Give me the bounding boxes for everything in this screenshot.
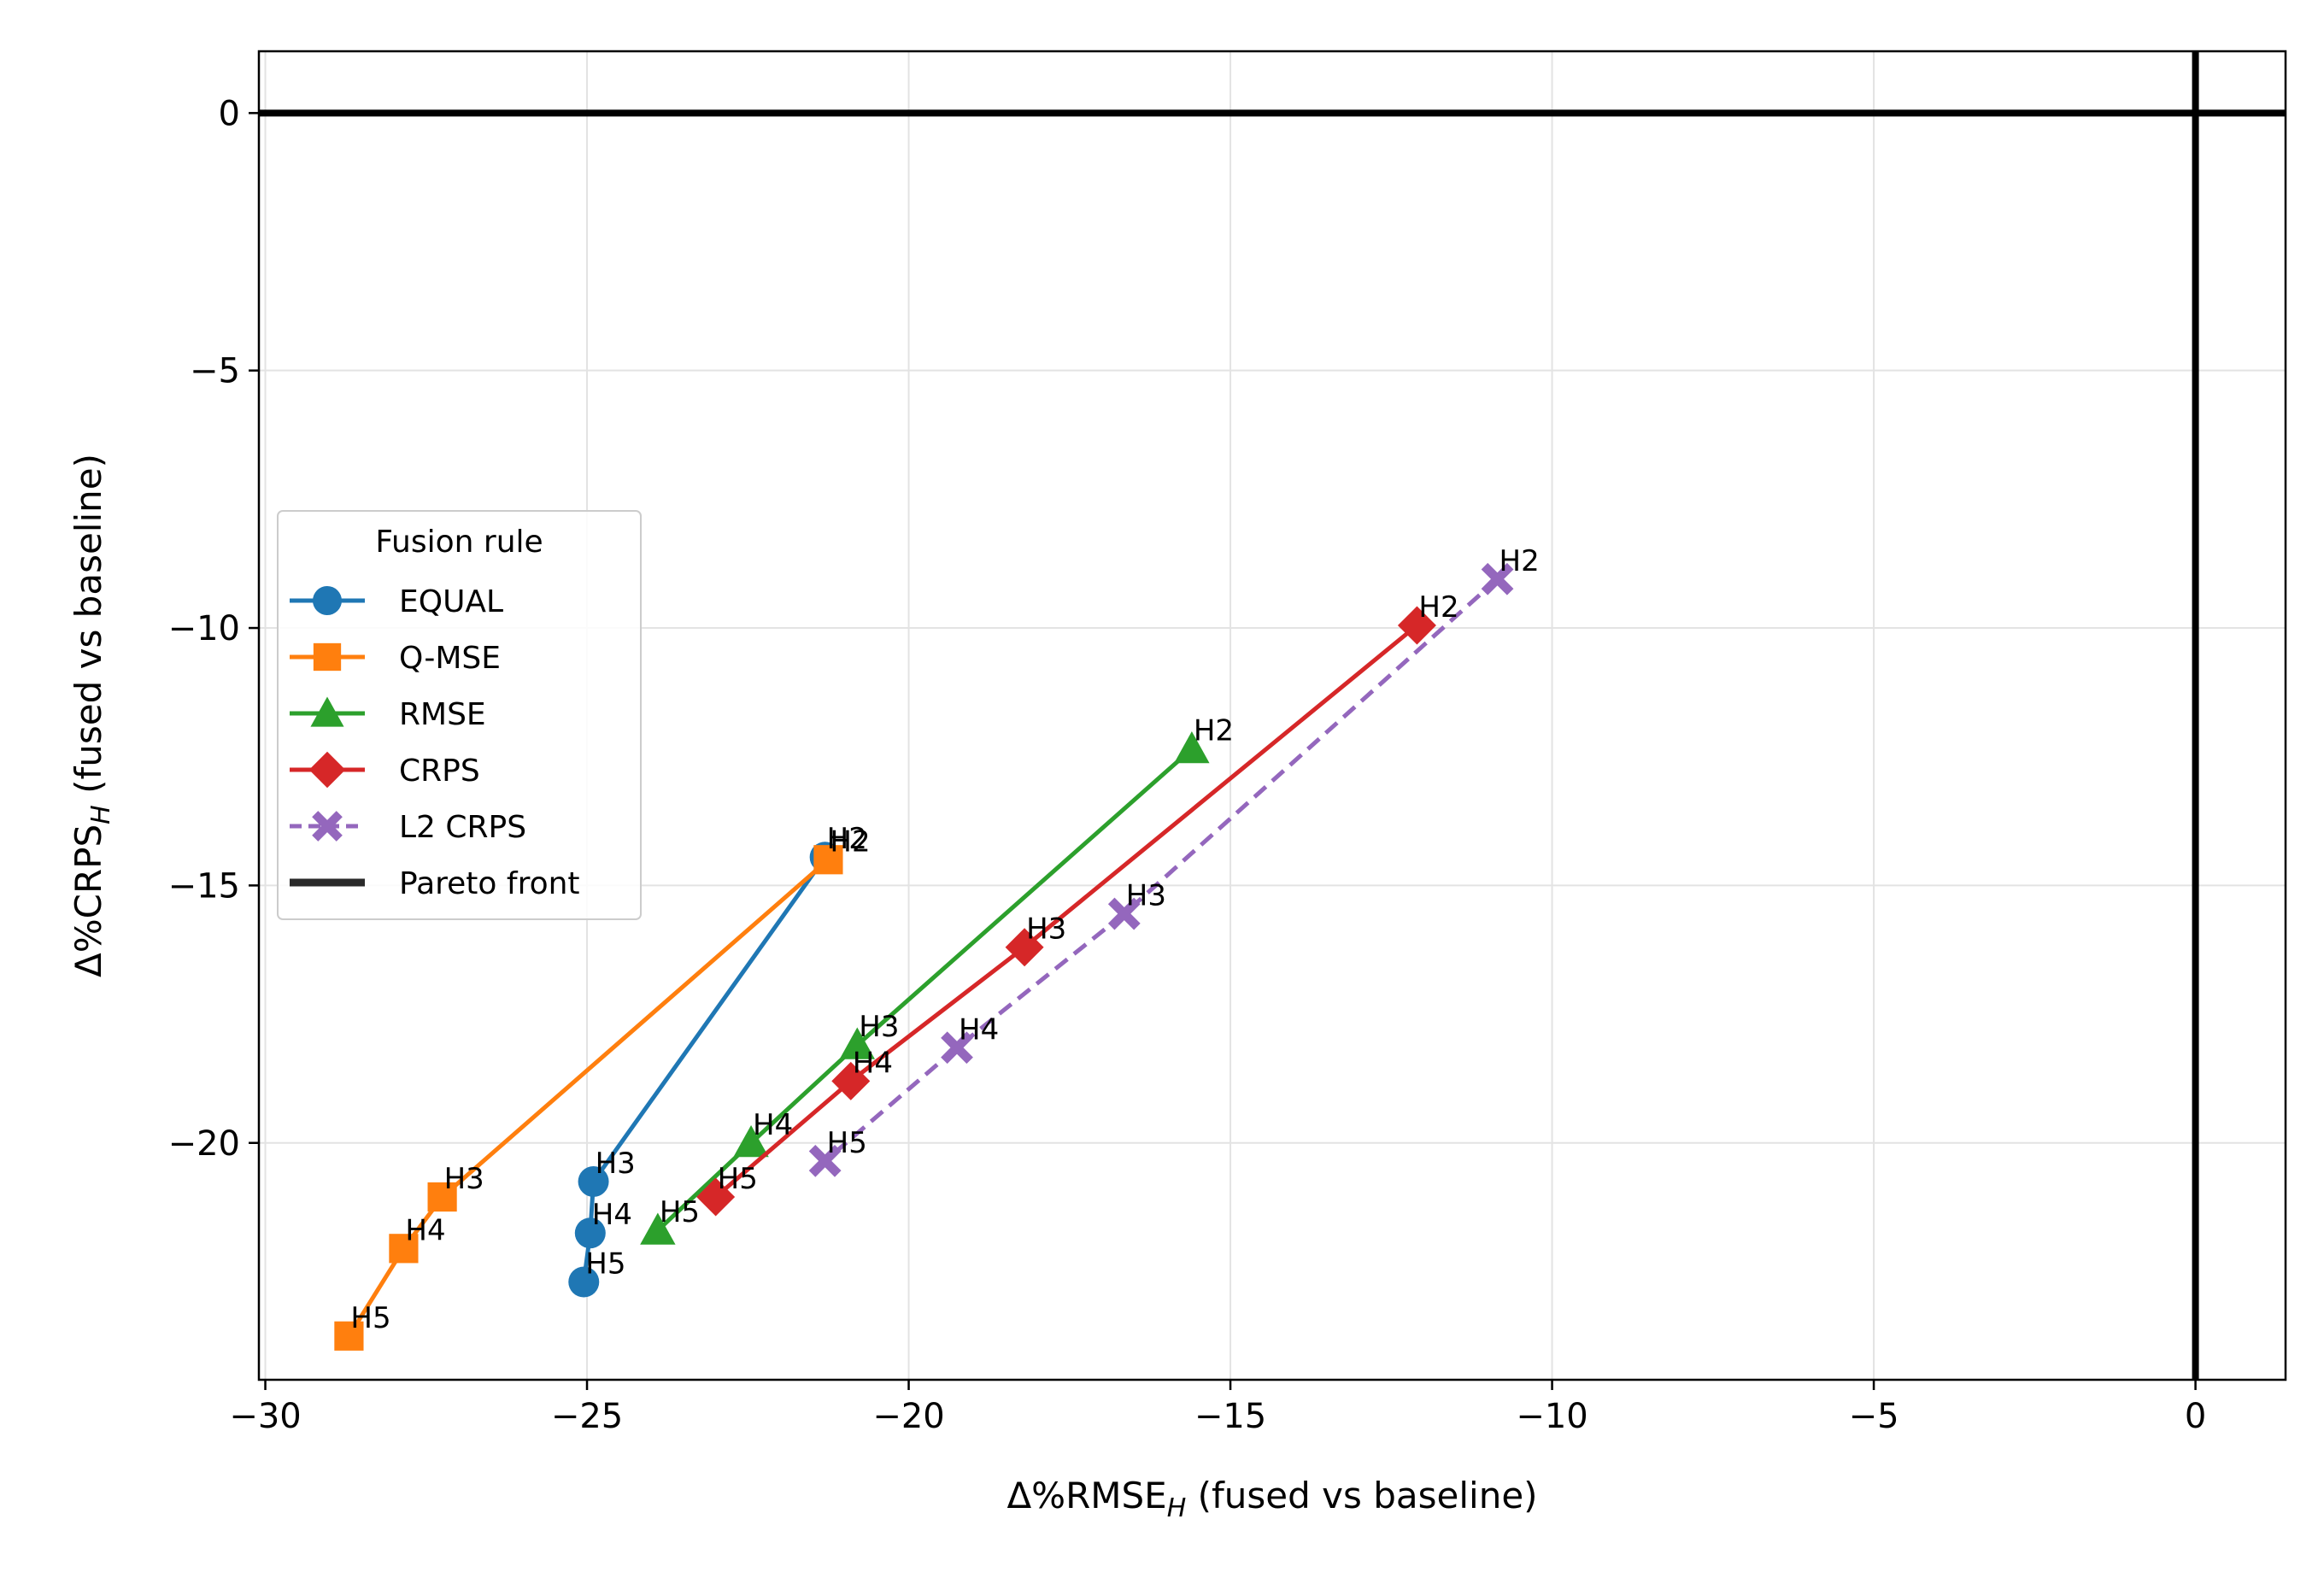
point-label: H4 [959, 1012, 999, 1047]
data-point-marker [1107, 897, 1141, 930]
data-point-marker [808, 1144, 842, 1177]
y-axis-label-main: Δ%CRPS [67, 824, 109, 977]
y-tick-label: −15 [168, 866, 240, 906]
reference-lines [259, 51, 2286, 1380]
point-label: H3 [1026, 912, 1066, 947]
legend-entry: Pareto front [290, 866, 580, 901]
legend-entry: RMSE [290, 696, 486, 732]
data-point-marker [1481, 562, 1514, 595]
x-tick-label: −25 [551, 1397, 623, 1436]
x-tick-label: −30 [229, 1397, 301, 1436]
y-axis-ticks: 0 −5 −10 −15 −20 [168, 94, 259, 1164]
data-point-marker [696, 1177, 736, 1217]
data-point-marker [312, 811, 343, 842]
x-axis-ticks: −30 −25 −20 −15 −10 −5 0 [229, 1380, 2206, 1436]
point-label: H5 [350, 1301, 390, 1335]
point-label: H2 [1194, 714, 1234, 748]
data-point-marker [813, 845, 843, 875]
legend-label: Q-MSE [399, 641, 501, 676]
data-point-marker [568, 1266, 600, 1298]
series-q-mse [334, 845, 843, 1351]
x-tick-label: −5 [1849, 1397, 1899, 1436]
y-tick-label: −20 [168, 1124, 240, 1164]
point-label: H4 [405, 1213, 445, 1247]
x-axis-label: Δ%RMSEH (fused vs baseline) [1006, 1475, 1537, 1523]
data-point-marker [839, 1027, 876, 1059]
legend-entry: CRPS [290, 751, 480, 789]
point-label: H3 [596, 1147, 636, 1181]
point-label: H5 [660, 1195, 700, 1229]
point-label: H2 [827, 822, 867, 856]
x-tick-label: −20 [872, 1397, 944, 1436]
point-label: H2 [830, 824, 870, 859]
series-rmse [640, 730, 1210, 1245]
data-point-marker [733, 1125, 769, 1158]
data-point-marker [640, 1212, 676, 1245]
plot-frame [257, 50, 2287, 1381]
point-label: H3 [859, 1010, 899, 1044]
series-l2-crps [808, 562, 1514, 1177]
data-point-marker [313, 586, 342, 615]
x-tick-label: −15 [1194, 1397, 1266, 1436]
legend-label: Pareto front [399, 866, 580, 901]
data-point-marker [334, 1321, 364, 1351]
legend-label: CRPS [399, 754, 480, 789]
legend-title: Fusion rule [375, 525, 543, 560]
data-point-marker [310, 696, 344, 727]
series-line [347, 858, 830, 1338]
x-axis-label-main: Δ%RMSE [1006, 1475, 1166, 1516]
data-point-marker [831, 1061, 871, 1100]
point-label: H2 [1418, 590, 1458, 625]
series-line [714, 624, 1419, 1199]
point-label: H5 [827, 1126, 867, 1160]
data-point-marker [427, 1182, 457, 1212]
point-label: H3 [1126, 879, 1166, 913]
point-label: H4 [753, 1108, 793, 1142]
y-axis-label: Δ%CRPSH (fused vs baseline) [67, 454, 116, 977]
y-axis-label-rest: (fused vs baseline) [67, 454, 109, 805]
y-axis-label-sub: H [86, 805, 116, 824]
data-point-marker [1397, 606, 1436, 645]
legend-label: RMSE [399, 697, 486, 732]
x-tick-label: −10 [1516, 1397, 1587, 1436]
legend-label: EQUAL [399, 584, 503, 619]
point-label: H5 [585, 1246, 625, 1281]
data-point-marker [308, 751, 346, 789]
legend-entry: L2 CRPS [290, 810, 526, 845]
y-tick-label: 0 [219, 94, 240, 133]
legend-box [277, 510, 642, 920]
point-label: H5 [718, 1162, 758, 1196]
legend-entry: EQUAL [290, 584, 503, 619]
x-axis-label-sub: H [1167, 1493, 1187, 1523]
data-point-marker [574, 1217, 606, 1249]
data-point-marker [941, 1031, 973, 1065]
point-label: H4 [853, 1046, 893, 1080]
data-point-marker [389, 1234, 419, 1264]
x-tick-label: 0 [2185, 1397, 2206, 1436]
y-tick-label: −5 [190, 352, 240, 391]
point-label: H2 [1499, 544, 1540, 578]
legend: Fusion rule EQUAL Q-MSE RMSE CRPS L2 CRPS Par… [277, 510, 642, 920]
legend-entry: Q-MSE [290, 641, 501, 676]
data-point-marker [1005, 928, 1044, 967]
y-tick-label: −10 [168, 609, 240, 648]
series-line [656, 747, 1194, 1233]
series-crps [696, 606, 1436, 1217]
series-line [824, 577, 1499, 1163]
point-label: H4 [592, 1198, 632, 1232]
data-point-marker [1174, 730, 1210, 764]
x-axis-label-rest: (fused vs baseline) [1186, 1475, 1537, 1516]
data-series [334, 562, 1514, 1351]
series-line [581, 855, 827, 1282]
point-label: H3 [444, 1162, 484, 1196]
data-point-marker [578, 1165, 609, 1197]
legend-label: L2 CRPS [399, 810, 526, 845]
data-point-marker [313, 642, 342, 672]
